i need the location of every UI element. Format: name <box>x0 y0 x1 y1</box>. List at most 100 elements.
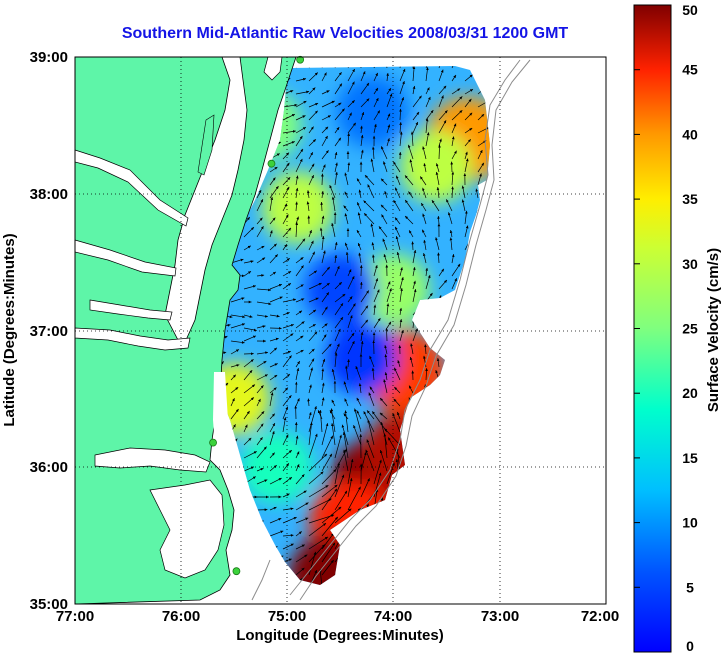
velocity-arrow <box>321 484 338 498</box>
velocity-arrow <box>358 383 362 394</box>
velocity-arrow <box>436 358 440 368</box>
velocity-arrow <box>342 431 349 459</box>
velocity-arrow <box>399 68 406 82</box>
velocity-arrow <box>347 296 353 303</box>
velocity-arrow <box>282 113 296 121</box>
map-area <box>74 55 607 605</box>
velocity-arrow <box>419 176 427 186</box>
velocity-arrow <box>404 175 414 186</box>
velocity-arrow <box>321 126 329 134</box>
velocity-arrow <box>243 245 251 251</box>
velocity-arrow <box>347 486 361 511</box>
velocity-arrow <box>308 309 317 316</box>
velocity-arrow <box>295 222 299 238</box>
velocity-arrow <box>412 111 420 121</box>
velocity-arrow <box>282 186 290 199</box>
y-tick-label: 35:00 <box>30 596 68 613</box>
velocity-arrow <box>451 109 463 121</box>
colorbar-tick-label: 20 <box>682 385 698 401</box>
velocity-arrow <box>308 323 316 329</box>
velocity-arrow <box>464 138 472 147</box>
velocity-arrow <box>371 242 375 251</box>
x-tick-label: 72:00 <box>581 608 619 625</box>
velocity-arrow <box>282 324 294 329</box>
velocity-arrow <box>230 408 239 420</box>
velocity-arrow <box>369 386 375 394</box>
velocity-arrow <box>407 144 414 160</box>
velocity-arrow <box>451 66 457 69</box>
velocity-arrow <box>295 321 305 329</box>
velocity-arrow <box>319 227 323 238</box>
velocity-arrow <box>477 162 485 173</box>
velocity-arrow <box>256 360 267 368</box>
velocity-arrow <box>243 437 252 446</box>
velocity-arrow <box>423 355 427 368</box>
velocity-arrow <box>373 317 381 329</box>
velocity-arrow <box>256 257 266 264</box>
velocity-arrow <box>409 159 414 173</box>
delmarva-strip <box>197 114 215 176</box>
isobath-line <box>299 59 531 601</box>
velocity-arrow <box>295 201 298 212</box>
velocity-arrow <box>269 374 278 381</box>
velocity-arrow <box>451 96 463 108</box>
velocity-arrow <box>438 95 444 108</box>
velocity-arrow <box>412 85 416 95</box>
velocity-arrow <box>425 132 430 147</box>
velocity-arrow <box>295 158 303 173</box>
velocity-arrow <box>256 446 267 459</box>
velocity-arrow <box>282 434 289 446</box>
velocity-arrow <box>380 178 388 186</box>
velocity-arrow <box>373 265 378 277</box>
velocity-arrow <box>295 175 299 186</box>
velocity-arrow <box>360 290 370 303</box>
velocity-arrow <box>360 71 366 82</box>
velocity-arrow <box>384 372 388 381</box>
velocity-arrow <box>256 351 269 355</box>
colorbar-tick-label: 10 <box>682 515 698 531</box>
velocity-arrow <box>461 199 466 212</box>
velocity-arrow <box>393 199 401 212</box>
velocity-arrow <box>321 382 325 394</box>
x-tick-label: 73:00 <box>481 608 519 625</box>
velocity-arrow <box>308 163 315 173</box>
velocity-arrow <box>477 173 482 186</box>
velocity-arrow <box>343 205 349 212</box>
velocity-arrow <box>295 349 304 355</box>
velocity-arrow <box>295 135 303 147</box>
velocity-arrow <box>451 88 461 95</box>
velocity-arrow <box>269 283 283 290</box>
velocity-arrow <box>321 292 330 303</box>
x-axis-label: Longitude (Degrees:Minutes) <box>236 627 444 644</box>
velocity-arrow <box>295 115 306 121</box>
velocity-arrow <box>321 516 339 537</box>
velocity-arrow <box>320 201 324 212</box>
speed-cell <box>325 321 398 394</box>
velocity-arrow <box>425 67 429 82</box>
velocity-arrow <box>295 126 307 134</box>
radar-station <box>267 159 276 168</box>
velocity-arrow <box>295 77 307 82</box>
velocity-arrow <box>321 435 334 459</box>
velocity-arrow <box>438 268 445 277</box>
velocity-arrow <box>368 392 375 407</box>
velocity-arrow <box>386 124 391 134</box>
velocity-arrow <box>243 314 253 318</box>
velocity-arrow <box>378 226 388 238</box>
colorbar-tick-label: 45 <box>682 62 698 78</box>
velocity-arrow <box>347 112 352 121</box>
velocity-arrow <box>295 554 308 563</box>
velocity-arrow <box>344 172 349 186</box>
velocity-arrow <box>308 522 327 537</box>
velocity-arrow <box>421 229 427 238</box>
velocity-arrow <box>345 251 349 264</box>
velocity-arrow <box>282 130 296 134</box>
velocity-arrow <box>360 111 365 121</box>
velocity-arrow <box>308 270 318 277</box>
velocity-arrow <box>256 479 268 485</box>
velocity-arrow <box>367 419 375 446</box>
velocity-arrow <box>334 152 338 160</box>
velocity-arrow <box>308 297 319 303</box>
velocity-arrow <box>269 431 275 446</box>
velocity-arrow <box>386 138 390 147</box>
